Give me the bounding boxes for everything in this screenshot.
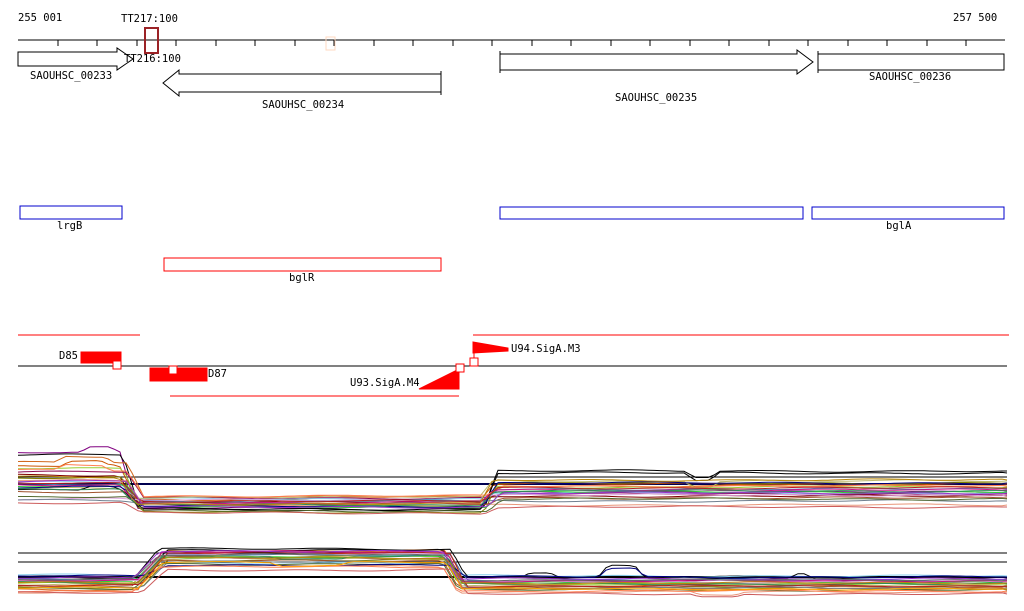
profile-series-1-13 bbox=[17, 552, 1008, 584]
profile-series-0-21 bbox=[17, 488, 1008, 507]
gene-label-SAOUHSC_00236: SAOUHSC_00236 bbox=[869, 71, 952, 83]
region-box-bglR[interactable] bbox=[163, 257, 442, 272]
marker-label-tt217[interactable]: TT217:100 bbox=[121, 13, 178, 25]
array-open-square-2[interactable] bbox=[455, 363, 465, 373]
gene-label-SAOUHSC_00233: SAOUHSC_00233 bbox=[30, 70, 113, 82]
array-open-square-0[interactable] bbox=[112, 360, 122, 370]
array-feature-label-U93.SigA.M4: U93.SigA.M4 bbox=[350, 377, 420, 389]
profile-series-0-15 bbox=[18, 493, 1008, 502]
region-box-lrgB[interactable] bbox=[19, 205, 123, 220]
region-label-lrgB: lrgB bbox=[57, 220, 83, 232]
region-box-unnamed-1[interactable] bbox=[499, 206, 804, 220]
ruler-marker-box-0[interactable] bbox=[144, 27, 159, 54]
array-feature-U93.SigA.M4[interactable] bbox=[418, 368, 460, 390]
region-label-bglA: bglA bbox=[886, 220, 912, 232]
gene-arrow-SAOUHSC_00235[interactable] bbox=[499, 49, 814, 75]
array-open-square-3[interactable] bbox=[469, 357, 479, 367]
ruler-start-coordinate: 255 001 bbox=[18, 12, 63, 24]
gene-label-SAOUHSC_00234: SAOUHSC_00234 bbox=[262, 99, 345, 111]
array-feature-label-U94.SigA.M3: U94.SigA.M3 bbox=[511, 343, 581, 355]
profile-series-0-20 bbox=[17, 463, 1008, 498]
region-label-bglR: bglR bbox=[289, 272, 315, 284]
profile-series-0-19 bbox=[17, 481, 1008, 508]
array-feature-label-D87: D87 bbox=[208, 368, 227, 380]
region-box-bglA[interactable] bbox=[811, 206, 1005, 220]
array-feature-label-D85: D85 bbox=[59, 350, 78, 362]
profile-series-0-22 bbox=[17, 481, 1008, 503]
gene-box-SAOUHSC_00236[interactable] bbox=[817, 53, 1005, 71]
gene-arrow-SAOUHSC_00233[interactable] bbox=[17, 47, 134, 71]
gene-label-SAOUHSC_00235: SAOUHSC_00235 bbox=[615, 92, 698, 104]
array-open-square-1[interactable] bbox=[168, 365, 178, 375]
profile-series-0-25 bbox=[17, 501, 1007, 515]
profile-series-0-23 bbox=[17, 479, 1008, 509]
array-feature-U94.SigA.M3[interactable] bbox=[472, 341, 509, 354]
profile-series-0-17 bbox=[18, 496, 1008, 513]
array-feature-D87[interactable] bbox=[149, 367, 208, 382]
profile-series-1-7 bbox=[17, 561, 1008, 578]
gene-arrow-SAOUHSC_00234[interactable] bbox=[162, 68, 442, 98]
ruler-end-coordinate: 257 500 bbox=[953, 12, 998, 24]
array-feature-D85[interactable] bbox=[80, 351, 122, 364]
ruler-marker-box-2[interactable] bbox=[325, 36, 336, 51]
profile-series-0-1 bbox=[17, 453, 1007, 512]
profile-series-1-23 bbox=[18, 568, 1008, 598]
profile-series-0-24 bbox=[17, 475, 1008, 506]
profile-series-1-20 bbox=[17, 551, 1008, 588]
profile-series-1-24 bbox=[17, 553, 1008, 582]
marker-label-tt216[interactable]: TT216:100 bbox=[124, 53, 181, 65]
profile-series-1-25 bbox=[17, 561, 1008, 591]
profile-series-0-13 bbox=[17, 471, 1008, 511]
profile-series-1-17 bbox=[17, 563, 1008, 579]
profile-series-1-22 bbox=[17, 556, 1008, 585]
profile-series-1-18 bbox=[17, 565, 1008, 593]
